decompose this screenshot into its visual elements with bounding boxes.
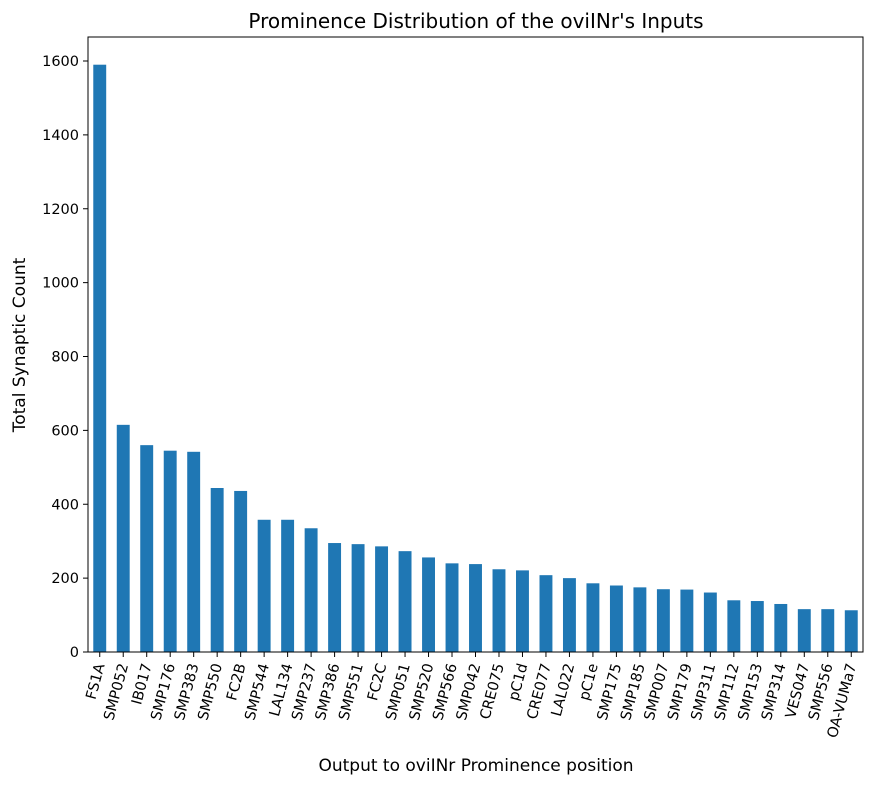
y-tick-label: 1600 [42,54,79,70]
bar-smp556 [821,609,835,652]
x-tick-label: pC1e [577,662,602,702]
bar-fc2c [375,546,389,652]
y-tick-label: 1000 [42,276,79,292]
bar-smp311 [703,592,717,652]
bar-smp551 [351,544,365,652]
bar-ib017 [140,445,154,652]
y-tick-label: 200 [51,571,79,587]
bar-oa-vuma7 [844,610,858,652]
bar-lal022 [562,578,576,652]
x-tick-label: FS1A [84,662,109,701]
y-tick-label: 600 [51,423,79,439]
bar-smp051 [398,551,412,652]
x-tick-label: FC2C [365,662,390,703]
bar-smp314 [774,603,788,652]
bar-smp007 [656,589,670,652]
bar-smp042 [469,564,482,652]
x-tick-label: IB017 [129,662,155,707]
y-axis: 0 200 400 600 800 1000 1200 1400 1600 [42,54,88,661]
bar-smp383 [187,451,201,652]
x-axis-label: Output to oviINr Prominence position [318,756,633,776]
bar-smp153 [750,601,764,652]
chart-title: Prominence Distribution of the oviINr's … [248,9,703,33]
y-tick-label: 400 [51,497,79,513]
bar-smp176 [163,450,177,652]
bars-group [93,64,858,652]
bar-smp175 [609,585,623,652]
bar-smp179 [680,589,694,652]
y-axis-label: Total Synaptic Count [10,257,30,433]
y-tick-label: 1400 [42,128,79,144]
bar-fc2b [234,490,248,652]
x-axis: FS1ASMP052IB017SMP176SMP383SMP550FC2BSMP… [84,652,860,740]
bar-smp550 [210,488,224,652]
x-tick-label: pC1d [506,662,531,703]
x-tick-label: FC2B [224,662,249,702]
bar-smp237 [304,528,318,652]
bar-ves047 [797,609,811,652]
bar-smp386 [328,543,342,652]
bar-smp520 [422,557,435,652]
bar-smp112 [727,600,741,652]
bar-cre077 [539,575,553,652]
bar-smp566 [445,563,459,652]
bar-fs1a [93,64,107,652]
y-tick-label: 0 [70,645,79,661]
bar-smp544 [257,519,271,652]
bar-smp052 [116,424,130,652]
bar-pc1d [516,570,529,652]
plot-area-frame [87,36,864,653]
bar-lal134 [281,519,295,652]
y-tick-label: 1200 [42,202,79,218]
bar-cre075 [492,569,506,652]
bar-smp185 [633,587,647,652]
bar-pc1e [586,583,600,652]
y-tick-label: 800 [51,350,79,366]
